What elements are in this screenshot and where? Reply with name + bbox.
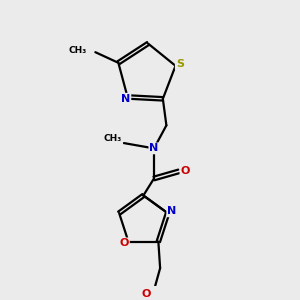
Text: CH₃: CH₃ (68, 46, 86, 55)
Text: N: N (167, 206, 176, 216)
Text: N: N (149, 143, 159, 153)
Text: O: O (119, 238, 129, 248)
Text: N: N (121, 94, 130, 104)
Text: O: O (142, 289, 152, 298)
Text: O: O (181, 167, 190, 176)
Text: S: S (176, 59, 184, 69)
Text: CH₃: CH₃ (104, 134, 122, 143)
